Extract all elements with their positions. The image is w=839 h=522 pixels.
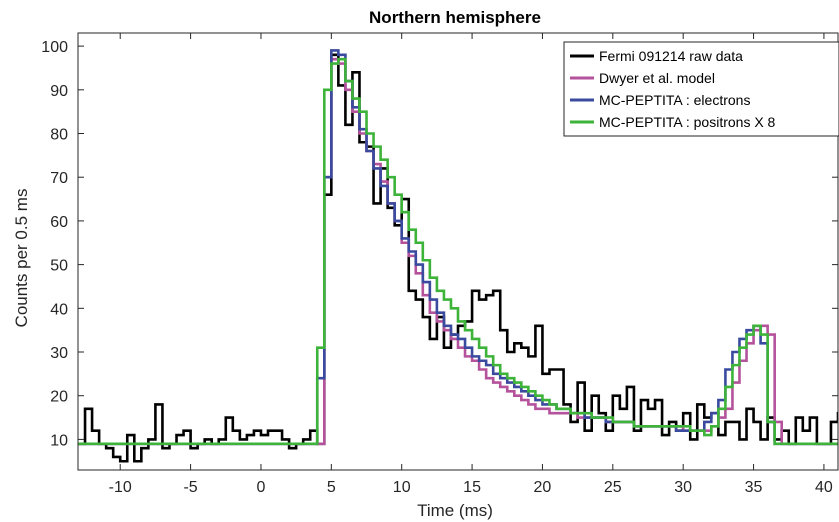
y-tick-label: 80 [50, 127, 68, 144]
x-tick-label: 25 [604, 479, 622, 496]
y-tick-label: 60 [50, 214, 68, 231]
x-axis-label: Time (ms) [417, 501, 493, 520]
legend-label: MC-PEPTITA : positrons X 8 [599, 114, 776, 130]
axes [77, 32, 839, 471]
legend: Fermi 091214 raw data Dwyer et al. model M… [563, 41, 839, 137]
x-tick-label: 30 [674, 479, 692, 496]
x-tick-label: 35 [745, 479, 763, 496]
x-tick-label: 10 [393, 479, 411, 496]
x-tick-label: 15 [463, 479, 481, 496]
y-tick-label: 20 [50, 389, 68, 406]
y-tick-label: 100 [41, 39, 68, 56]
y-tick-label: 40 [50, 301, 68, 318]
y-tick-label: 10 [50, 432, 68, 449]
series-line-4 [78, 57, 838, 446]
x-tick-label: 5 [327, 479, 336, 496]
y-tick-label: 90 [50, 83, 68, 100]
legend-box [563, 41, 839, 137]
legend-label: MC-PEPTITA : electrons [599, 92, 750, 108]
y-tick-label: 30 [50, 345, 68, 362]
axes-box [77, 32, 839, 471]
x-tick-label: 0 [257, 479, 266, 496]
x-tick-label: -10 [109, 479, 132, 496]
legend-label: Dwyer et al. model [599, 70, 715, 86]
x-tick-label: -5 [183, 479, 197, 496]
y-axis-label: Counts per 0.5 ms [12, 189, 31, 328]
y-tick-label: 70 [50, 170, 68, 187]
y-tick-label: 50 [50, 258, 68, 275]
x-tick-label: 40 [815, 479, 833, 496]
series-layer [78, 49, 838, 463]
chart-title: Northern hemisphere [369, 8, 541, 27]
y-axis-ticks: 10 20 30 40 50 60 70 80 90 100 [41, 39, 838, 449]
x-axis-ticks: -10 -5 0 5 10 15 20 25 30 35 40 [109, 33, 833, 496]
legend-label: Fermi 091214 raw data [599, 48, 743, 64]
x-tick-label: 20 [534, 479, 552, 496]
